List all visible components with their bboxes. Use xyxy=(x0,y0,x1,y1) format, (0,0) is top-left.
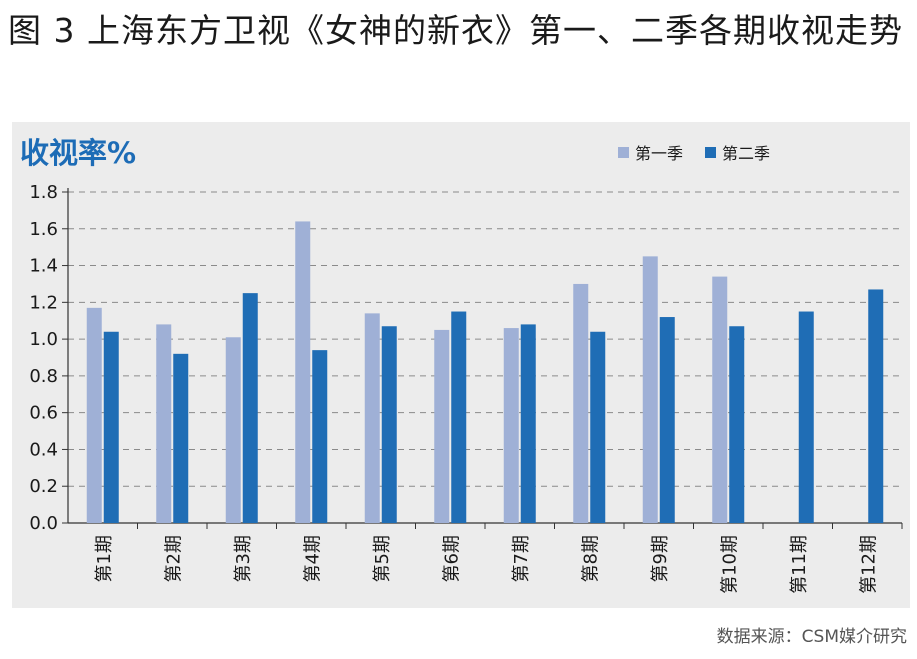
y-tick-label: 1.0 xyxy=(29,329,58,350)
x-tick-label: 第4期 xyxy=(302,535,323,582)
bar-season1 xyxy=(295,221,311,523)
bar-season1 xyxy=(434,329,450,523)
y-tick-label: 1.8 xyxy=(29,182,58,203)
bar-season2 xyxy=(798,311,814,523)
bar-season2 xyxy=(242,293,258,523)
bar-season2 xyxy=(173,353,189,523)
y-unit-label: 收视率% xyxy=(20,136,137,170)
bar-season1 xyxy=(503,328,519,523)
x-tick-label: 第11期 xyxy=(789,535,810,594)
y-tick-label: 0.0 xyxy=(29,513,58,534)
bar-chart: 0.0 0.2 0.4 0.6 0.8 1.0 1.2 1.4 1.6 1.8 第1期 第2期 第3期 第… xyxy=(29,182,903,594)
x-tick-label: 第7期 xyxy=(511,535,532,582)
bar-season1 xyxy=(86,307,102,523)
x-tick-label: 第12期 xyxy=(858,535,879,594)
data-source: 数据来源：CSM媒介研究 xyxy=(716,627,907,647)
bar-season1 xyxy=(642,256,658,523)
x-tick-label: 第6期 xyxy=(441,535,462,582)
bar-season2 xyxy=(312,350,328,523)
legend-label-season1: 第一季 xyxy=(635,144,684,163)
x-tick-label: 第10期 xyxy=(719,535,740,594)
bar-season2 xyxy=(729,326,745,523)
bar-season1 xyxy=(225,337,241,523)
legend-swatch-season2 xyxy=(705,146,717,158)
bar-season1 xyxy=(573,283,589,523)
bar-season2 xyxy=(451,311,467,523)
x-tick-label: 第3期 xyxy=(233,535,254,582)
legend-item-season1: 第一季 xyxy=(618,140,683,164)
bar-season1 xyxy=(364,313,380,523)
y-tick-label: 1.4 xyxy=(29,256,58,277)
bar-season1 xyxy=(156,324,172,523)
bar-season2 xyxy=(659,317,675,523)
figure-title: 图 3 上海东方卫视《女神的新衣》第一、二季各期收视走势 xyxy=(8,11,903,50)
x-tick-label: 第9期 xyxy=(650,535,671,582)
y-tick-label: 1.2 xyxy=(29,292,58,313)
x-tick-label: 第8期 xyxy=(580,535,601,582)
y-tick-label: 0.2 xyxy=(29,476,58,497)
y-tick-label: 0.8 xyxy=(29,366,58,387)
bar-season1 xyxy=(712,276,728,523)
bar-season2 xyxy=(868,289,884,523)
bar-season2 xyxy=(103,331,119,523)
x-tick-label: 第5期 xyxy=(372,535,393,582)
legend-label-season2: 第二季 xyxy=(722,144,771,163)
bar-season2 xyxy=(381,326,397,523)
chart-legend: 第一季 第二季 xyxy=(618,140,770,164)
bar-season2 xyxy=(520,324,536,523)
x-tick-label: 第2期 xyxy=(163,535,184,582)
chart-panel: 收视率% 第一季 第二季 0.0 0.2 0.4 0.6 0.8 1.0 1.2 1.4 1.6… xyxy=(12,122,910,608)
y-tick-label: 1.6 xyxy=(29,219,58,240)
legend-item-season2: 第二季 xyxy=(705,140,770,164)
legend-swatch-season1 xyxy=(618,146,629,158)
y-tick-label: 0.6 xyxy=(29,403,58,424)
bar-season2 xyxy=(590,331,606,523)
y-tick-label: 0.4 xyxy=(29,439,58,460)
x-tick-label: 第1期 xyxy=(94,535,115,582)
